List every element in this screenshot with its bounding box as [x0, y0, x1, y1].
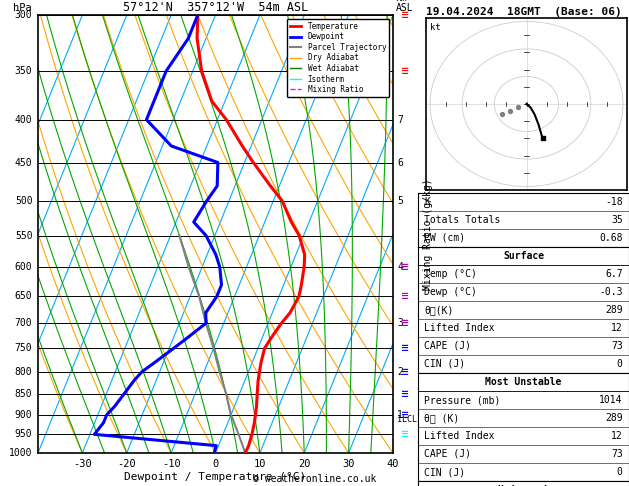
Text: Temp (°C): Temp (°C): [425, 269, 477, 279]
Text: 700: 700: [15, 318, 33, 328]
X-axis label: Dewpoint / Temperature (°C): Dewpoint / Temperature (°C): [125, 472, 306, 483]
Text: 450: 450: [15, 157, 33, 168]
Text: -18: -18: [605, 197, 623, 207]
Text: 12: 12: [611, 431, 623, 441]
Text: ≡: ≡: [401, 10, 409, 20]
Legend: Temperature, Dewpoint, Parcel Trajectory, Dry Adiabat, Wet Adiabat, Isotherm, Mi: Temperature, Dewpoint, Parcel Trajectory…: [287, 19, 389, 97]
Text: 30: 30: [342, 459, 355, 469]
Text: 35: 35: [611, 215, 623, 225]
Text: 750: 750: [15, 343, 33, 353]
Text: ≡: ≡: [401, 429, 409, 439]
Text: 0: 0: [213, 459, 219, 469]
Text: 19.04.2024  18GMT  (Base: 06): 19.04.2024 18GMT (Base: 06): [426, 7, 621, 17]
Text: 5: 5: [397, 196, 403, 206]
Text: Hodograph: Hodograph: [497, 485, 550, 486]
Text: 500: 500: [15, 196, 33, 206]
Text: 6: 6: [397, 157, 403, 168]
Text: CIN (J): CIN (J): [425, 467, 465, 477]
Text: 550: 550: [15, 230, 33, 241]
Text: 12: 12: [611, 323, 623, 333]
Text: Totals Totals: Totals Totals: [425, 215, 501, 225]
Text: 7: 7: [397, 115, 403, 124]
Text: hPa: hPa: [13, 2, 31, 13]
Text: 4: 4: [397, 262, 403, 272]
Text: 600: 600: [15, 262, 33, 272]
Text: 0: 0: [617, 359, 623, 369]
Text: 73: 73: [611, 449, 623, 459]
Text: 900: 900: [15, 410, 33, 420]
Point: [505, 107, 515, 115]
Text: 400: 400: [15, 115, 33, 124]
Text: 1LCL: 1LCL: [397, 415, 417, 424]
Text: Pressure (mb): Pressure (mb): [425, 395, 501, 405]
Text: θᴇ(K): θᴇ(K): [425, 305, 454, 315]
Text: 289: 289: [605, 413, 623, 423]
Text: Surface: Surface: [503, 251, 544, 261]
Text: 40: 40: [387, 459, 399, 469]
Text: kt: kt: [430, 23, 441, 32]
Text: ≡: ≡: [401, 318, 409, 328]
Text: ≡: ≡: [401, 389, 409, 399]
Text: θᴇ (K): θᴇ (K): [425, 413, 460, 423]
Text: ≡: ≡: [401, 66, 409, 76]
Text: 2: 2: [397, 367, 403, 377]
Text: 0.68: 0.68: [599, 233, 623, 243]
Text: © weatheronline.co.uk: © weatheronline.co.uk: [253, 473, 376, 484]
Text: 1014: 1014: [599, 395, 623, 405]
Text: 300: 300: [15, 10, 33, 20]
Text: CAPE (J): CAPE (J): [425, 449, 471, 459]
Text: ≡: ≡: [401, 367, 409, 377]
Text: Mixing Ratio (g/kg): Mixing Ratio (g/kg): [423, 178, 433, 290]
Text: -10: -10: [162, 459, 181, 469]
Text: 350: 350: [15, 66, 33, 76]
Text: -30: -30: [73, 459, 92, 469]
Text: ≡: ≡: [401, 343, 409, 353]
Text: 6.7: 6.7: [605, 269, 623, 279]
Text: Lifted Index: Lifted Index: [425, 431, 495, 441]
Text: 3: 3: [397, 318, 403, 328]
Text: 0: 0: [617, 467, 623, 477]
Text: 289: 289: [605, 305, 623, 315]
Text: km
ASL: km ASL: [396, 0, 414, 13]
Text: 950: 950: [15, 429, 33, 439]
Text: 10: 10: [253, 459, 266, 469]
Text: K: K: [425, 197, 430, 207]
Text: 1: 1: [397, 410, 403, 420]
Text: 850: 850: [15, 389, 33, 399]
Point: [513, 104, 523, 111]
Text: Dewp (°C): Dewp (°C): [425, 287, 477, 297]
Title: 57°12'N  357°12'W  54m ASL: 57°12'N 357°12'W 54m ASL: [123, 1, 308, 14]
Text: 73: 73: [611, 341, 623, 351]
Point: [498, 110, 508, 118]
Text: 20: 20: [298, 459, 311, 469]
Text: ≡: ≡: [401, 291, 409, 301]
Text: Most Unstable: Most Unstable: [486, 377, 562, 387]
Text: 800: 800: [15, 367, 33, 377]
Text: -20: -20: [118, 459, 136, 469]
Text: ≡: ≡: [401, 262, 409, 272]
Text: CIN (J): CIN (J): [425, 359, 465, 369]
Text: CAPE (J): CAPE (J): [425, 341, 471, 351]
Text: PW (cm): PW (cm): [425, 233, 465, 243]
Text: 1000: 1000: [9, 448, 33, 458]
Text: -0.3: -0.3: [599, 287, 623, 297]
Text: ≡: ≡: [401, 410, 409, 420]
Text: 650: 650: [15, 291, 33, 301]
Text: Lifted Index: Lifted Index: [425, 323, 495, 333]
